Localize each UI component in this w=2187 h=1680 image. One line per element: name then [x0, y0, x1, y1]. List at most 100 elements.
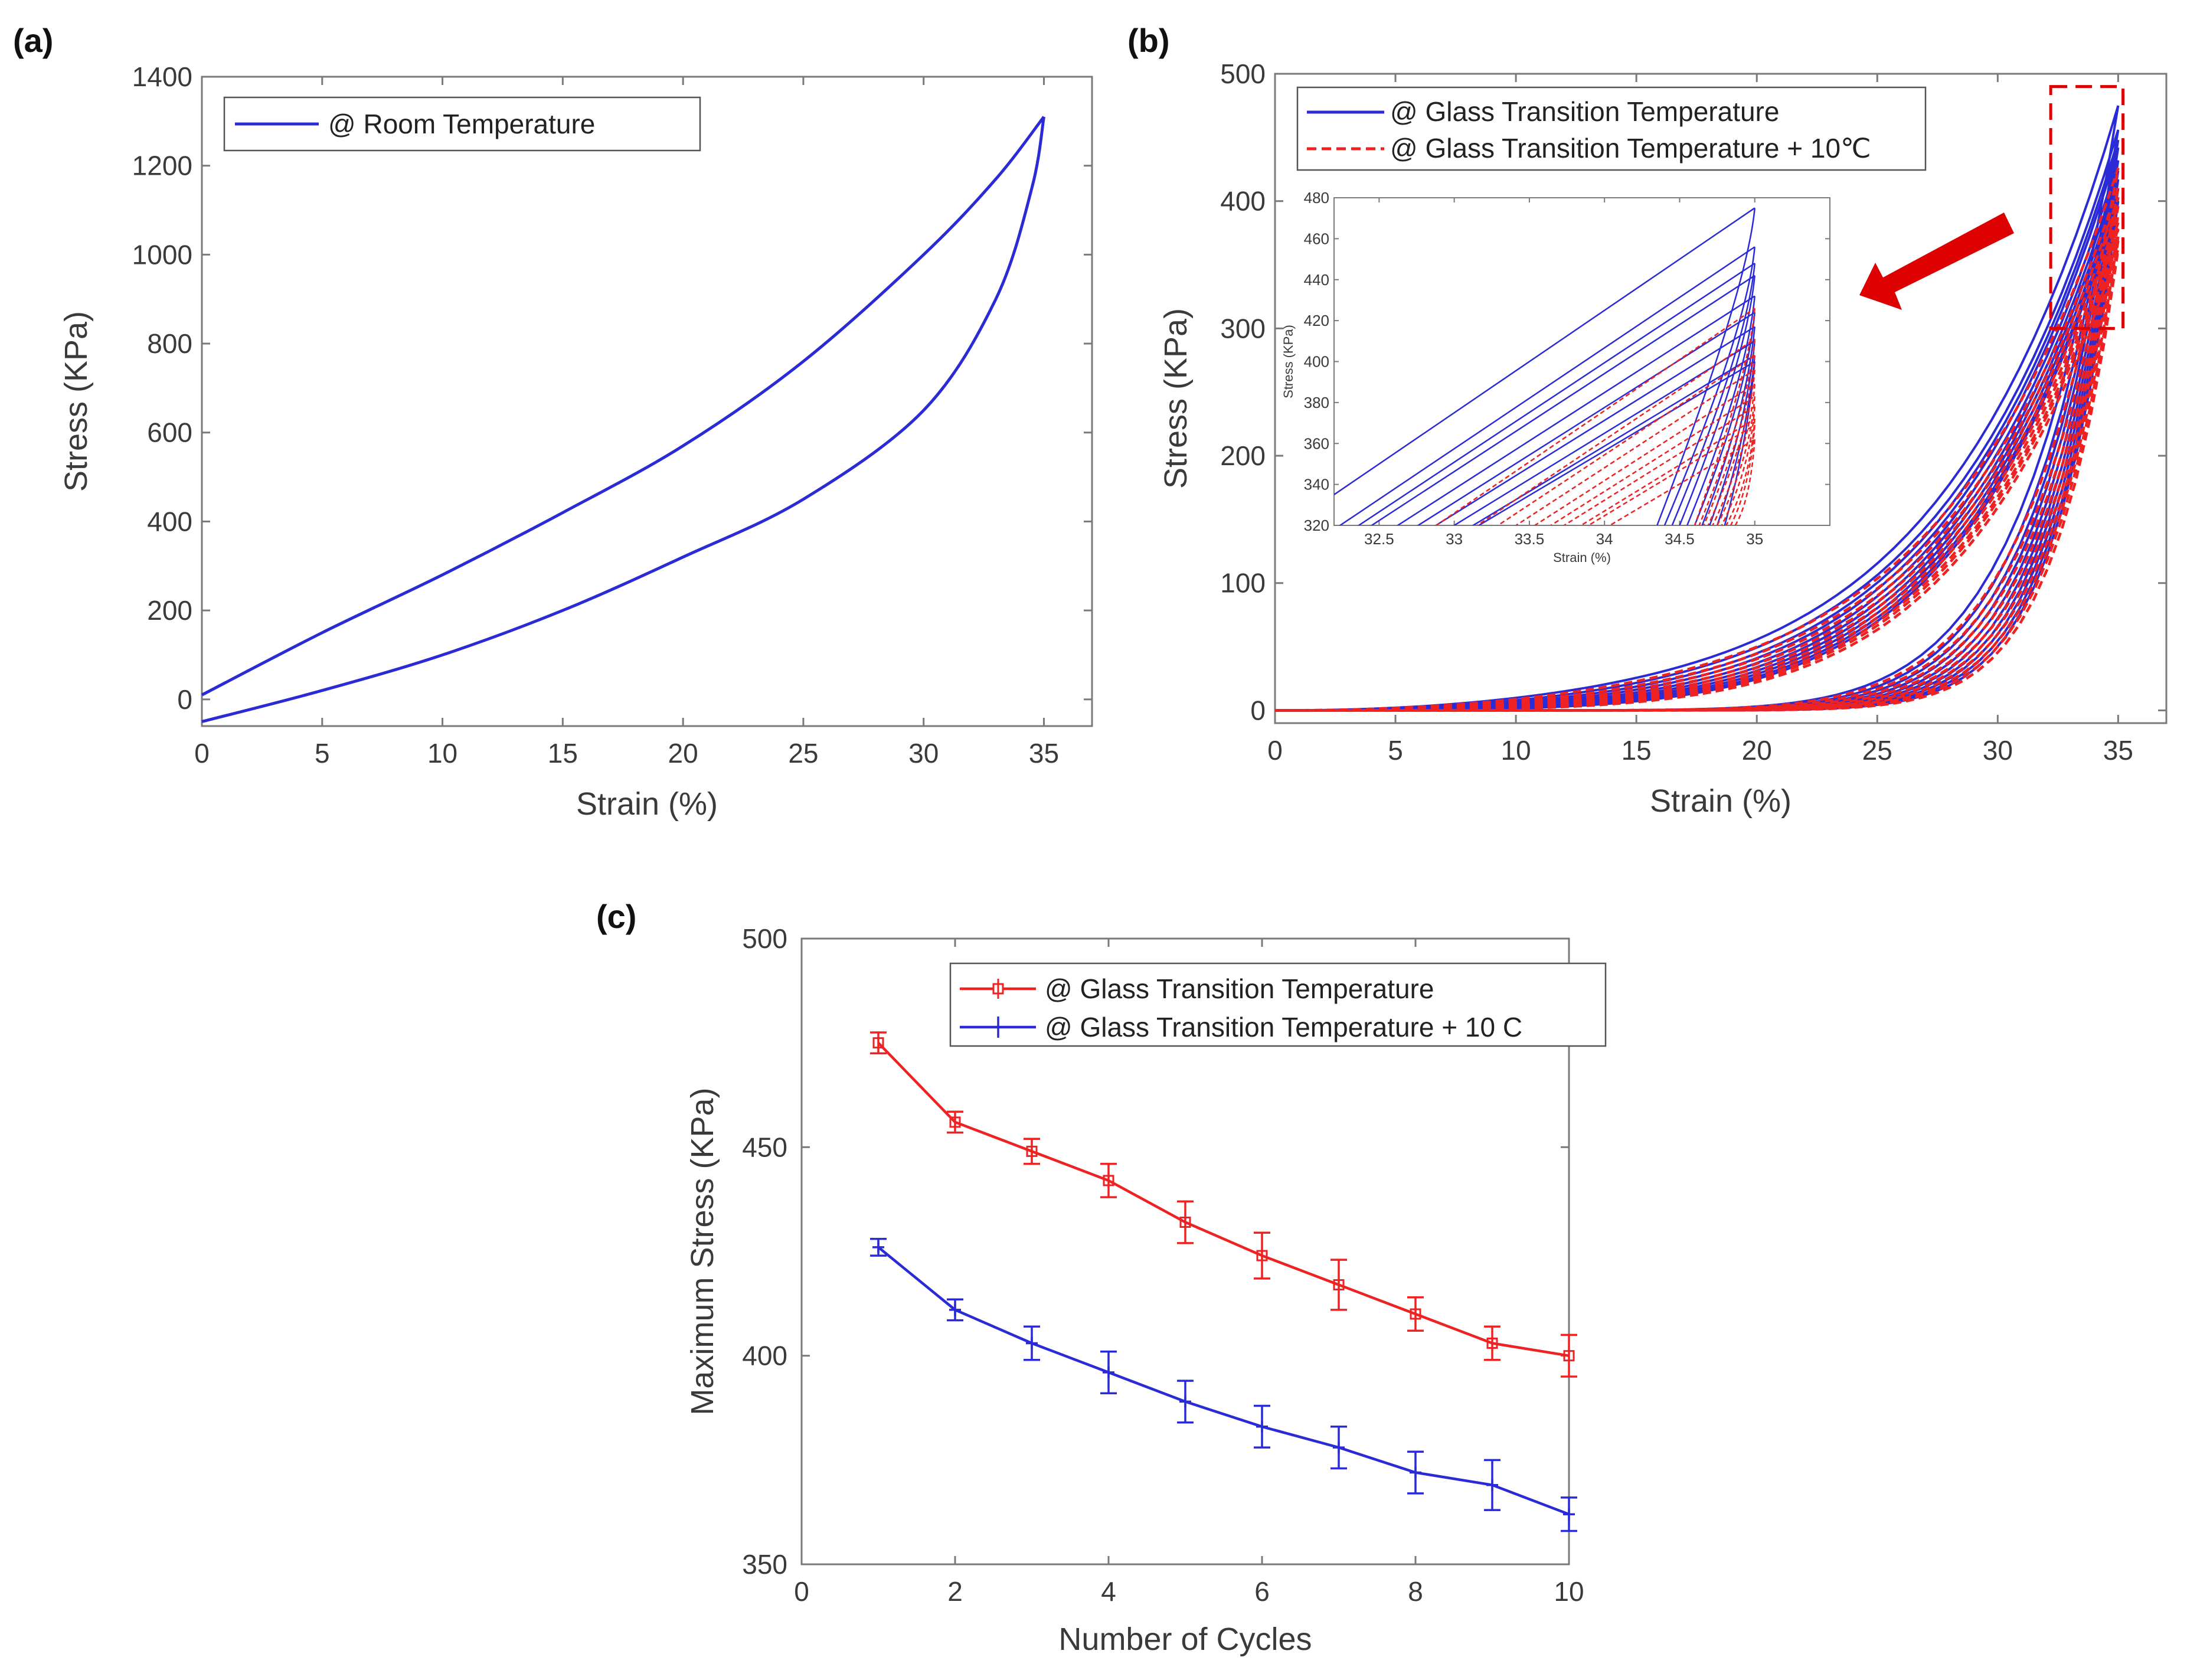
data-point [1026, 1337, 1038, 1349]
legend: @ Glass Transition Temperature @ Glass Tr… [949, 962, 1607, 1047]
y-tick-label: 1200 [132, 151, 192, 181]
inset-line-tg [1339, 246, 1756, 525]
chart-b: 0 5 10 15 20 25 30 35 0 100 200 300 400 500 Strain (%)… [1158, 58, 2168, 819]
zoom-box [2049, 85, 2125, 330]
inset-line-tg [1477, 361, 1756, 525]
data-point [949, 1116, 961, 1128]
y-tick-label: 400 [1220, 186, 1266, 217]
data-point [1486, 1479, 1498, 1491]
y-tick-label: 320 [1304, 517, 1329, 534]
legend-marker-tg10 [992, 1017, 1004, 1038]
data-point [1179, 1395, 1191, 1408]
inset: 32.5 33 33.5 34 34.5 35 320 340 360 380 400 420 440 4… [1281, 186, 1845, 578]
series-line-tg10 [1275, 197, 2120, 712]
data-point [1563, 1508, 1575, 1521]
inset-line-tg10 [1580, 418, 1756, 525]
y-tick-label: 350 [742, 1549, 787, 1580]
x-tick-label: 15 [1622, 735, 1652, 766]
data-point [1333, 1442, 1345, 1454]
y-tick-label: 450 [742, 1132, 787, 1162]
inset-line-tg10 [1587, 424, 1756, 525]
data-point [1256, 1250, 1268, 1261]
data-point [1410, 1308, 1421, 1320]
y-tick-label: 300 [1220, 313, 1266, 344]
x-tick-label: 4 [1101, 1576, 1116, 1607]
x-tick-label: 32.5 [1364, 530, 1394, 548]
x-tick-label: 33 [1446, 530, 1463, 548]
x-tick-label: 10 [1501, 735, 1531, 766]
legend-label: @ Room Temperature [328, 109, 595, 139]
x-tick-label: 25 [788, 738, 818, 769]
inset-line-tg [1357, 262, 1756, 525]
x-axis-title: Strain (%) [576, 786, 718, 822]
inset-unload-tg [1679, 275, 1756, 525]
data-point [1256, 1420, 1268, 1433]
inset-unload-tg10 [1716, 396, 1756, 525]
legend-label-tg: @ Glass Transition Temperature [1045, 973, 1434, 1004]
y-tick-label: 400 [742, 1341, 787, 1371]
inset-line-tg [1472, 355, 1756, 525]
y-tick-label: 100 [1220, 568, 1266, 599]
x-tick-label: 35 [1746, 530, 1763, 548]
panel-label-a: (a) [13, 22, 53, 59]
legend: @ Room Temperature [223, 96, 701, 152]
x-tick-label: 15 [548, 738, 578, 769]
y-tick-label: 400 [147, 506, 192, 537]
y-tick-label: 0 [1250, 695, 1266, 725]
inset-line-tg10 [1434, 308, 1756, 525]
x-tick-label: 35 [2103, 735, 2133, 766]
inset-line-tg10 [1533, 383, 1756, 525]
y-tick-label: 1000 [132, 239, 192, 270]
x-tick-label: 10 [427, 738, 457, 769]
data-point [1026, 1145, 1038, 1157]
x-tick-label: 0 [194, 738, 210, 769]
x-tick-label: 0 [1267, 735, 1283, 766]
inset-unload-tg [1686, 296, 1756, 525]
y-tick-label: 200 [147, 595, 192, 626]
data-point [872, 1037, 884, 1049]
inset-unload-tg10 [1694, 308, 1756, 525]
y-tick-label: 200 [1220, 440, 1266, 471]
x-axis-title: Number of Cycles [1058, 1622, 1312, 1657]
x-tick-label: 0 [794, 1576, 809, 1607]
inset-line-tg [1453, 340, 1756, 525]
inset-line-tg10 [1608, 439, 1756, 525]
data-point [872, 1241, 884, 1253]
panel-label-c: (c) [596, 898, 636, 935]
legend: @ Glass Transition Temperature @ Glass Tr… [1296, 86, 1927, 171]
curves [1275, 105, 2120, 712]
legend-label-tg10: @ Glass Transition Temperature + 10℃ [1390, 133, 1871, 164]
inset-unload-tg10 [1707, 370, 1756, 525]
series-line-tg10 [1275, 249, 2120, 712]
y-tick-label: 340 [1304, 476, 1329, 493]
chart-a: 0 5 10 15 20 25 30 35 0 200 400 600 800 1000 1200 1400 S… [58, 61, 1093, 822]
y-axis-title: Stress (KPa) [1281, 325, 1296, 398]
x-tick-label: 33.5 [1515, 530, 1545, 548]
data-point [1486, 1337, 1498, 1349]
inset-curves [1334, 207, 1756, 525]
inset-line-tg10 [1476, 338, 1756, 525]
inset-unload-tg10 [1730, 424, 1756, 525]
data-point [1563, 1350, 1575, 1362]
x-tick-label: 5 [1388, 735, 1403, 766]
x-tick-label: 30 [1983, 735, 2013, 766]
inset-unload-tg [1656, 208, 1756, 525]
data-point [1333, 1279, 1345, 1291]
y-axis-title: Stress (KPa) [58, 311, 94, 492]
y-tick-label: 0 [177, 684, 192, 715]
data-point [1103, 1366, 1114, 1378]
series-line-loading [201, 116, 1045, 697]
y-tick-label: 500 [1220, 58, 1266, 89]
series-line [877, 1246, 1570, 1516]
y-tick-label: 360 [1304, 434, 1329, 452]
series-line [877, 1042, 1570, 1357]
x-tick-label: 34.5 [1665, 530, 1695, 548]
inset-line-tg [1370, 274, 1756, 525]
x-tick-label: 25 [1862, 735, 1892, 766]
inset-line-tg [1334, 207, 1756, 496]
x-tick-label: 20 [1742, 735, 1772, 766]
legend-label-tg10: @ Glass Transition Temperature + 10 C [1045, 1012, 1522, 1042]
x-tick-label: 10 [1554, 1576, 1584, 1607]
y-tick-label: 500 [742, 923, 787, 954]
